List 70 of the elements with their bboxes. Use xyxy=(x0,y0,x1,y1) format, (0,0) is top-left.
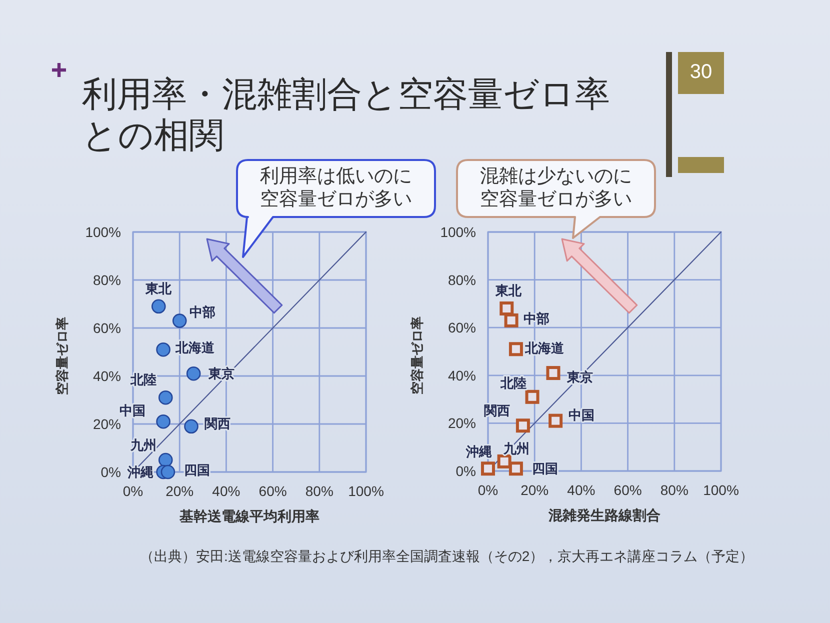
annotation: 北海道 xyxy=(174,340,216,356)
point xyxy=(504,313,518,328)
annotation: 東京 xyxy=(566,370,594,385)
y-tick-label: 40% xyxy=(448,367,476,384)
y-tick-label: 0% xyxy=(456,463,476,479)
point xyxy=(172,314,187,328)
point xyxy=(497,454,512,468)
x-axis-title: 基幹送電線平均利用率 xyxy=(178,508,320,524)
x-tick-label: 20% xyxy=(166,483,194,499)
annotation: 東北 xyxy=(144,280,173,296)
point xyxy=(158,390,173,405)
annotation: 東北 xyxy=(494,282,523,298)
y-tick-label: 60% xyxy=(448,320,476,336)
annotation: 中国 xyxy=(568,407,595,422)
y-tick-label: 60% xyxy=(92,320,121,336)
annotation: 四国 xyxy=(532,461,558,476)
annotation: 関西 xyxy=(484,403,510,418)
x-tick-label: 60% xyxy=(258,483,287,499)
x-tick-label: 80% xyxy=(305,483,334,499)
annotation: 中部 xyxy=(523,310,550,326)
annotation: 沖縄 xyxy=(465,444,492,460)
text: 30 xyxy=(690,61,712,83)
x-tick-label: 40% xyxy=(567,482,596,498)
y-axis-title: 空容量ゼロ率 xyxy=(54,317,70,395)
annotation: 北陸 xyxy=(499,375,526,390)
y-tick-label: 100% xyxy=(440,224,476,240)
x-axis-title: 混雑発生路線割合 xyxy=(548,507,660,523)
point xyxy=(184,419,198,434)
x-tick-label: 0% xyxy=(478,482,498,498)
point xyxy=(508,462,523,476)
point xyxy=(500,301,514,316)
x-tick-label: 60% xyxy=(614,482,642,498)
x-tick-label: 40% xyxy=(212,483,240,499)
annotation: 四国 xyxy=(184,462,210,478)
point xyxy=(481,462,495,476)
chart-title: 利用率・混雑割合と空容量ゼロ率との相関 xyxy=(82,74,611,156)
text: （出典）安田:送電線空容量および利用率全国調査速報（その2），京大再エネ講座コラム（予定） xyxy=(140,547,754,565)
point xyxy=(151,299,166,314)
point xyxy=(158,452,173,468)
x-tick-label: 100% xyxy=(703,482,739,498)
text: 利用率は低いのに空容量ゼロが多い xyxy=(258,165,413,211)
point xyxy=(508,342,523,356)
annotation: 北海道 xyxy=(524,340,565,356)
annotation: 中部 xyxy=(190,304,216,320)
point xyxy=(548,414,563,428)
point xyxy=(156,342,170,357)
annotation: 九州 xyxy=(130,438,157,452)
annotation: 関西 xyxy=(204,416,230,431)
x-tick-label: 20% xyxy=(520,482,549,498)
y-tick-label: 20% xyxy=(448,415,476,432)
annotation: 沖縄 xyxy=(126,464,154,480)
y-tick-label: 80% xyxy=(92,272,121,288)
point xyxy=(186,366,201,381)
y-tick-label: 0% xyxy=(100,464,121,480)
x-tick-label: 80% xyxy=(660,482,688,498)
annotation: 北陸 xyxy=(130,372,157,388)
text: 混雑は少ないのに空容量ゼロが多い xyxy=(478,165,633,211)
y-tick-label: 40% xyxy=(92,368,121,384)
point xyxy=(546,366,560,380)
y-tick-label: 20% xyxy=(92,416,121,432)
x-tick-label: 0% xyxy=(122,483,144,499)
y-tick-label: 80% xyxy=(448,272,476,288)
annotation: 中国 xyxy=(119,403,146,418)
point xyxy=(516,418,530,433)
point xyxy=(156,414,170,429)
y-axis-title: 空容量ゼロ率 xyxy=(410,316,424,394)
point xyxy=(525,390,540,404)
y-tick-label: 100% xyxy=(85,224,121,240)
x-tick-label: 100% xyxy=(348,483,384,499)
point xyxy=(160,464,176,480)
